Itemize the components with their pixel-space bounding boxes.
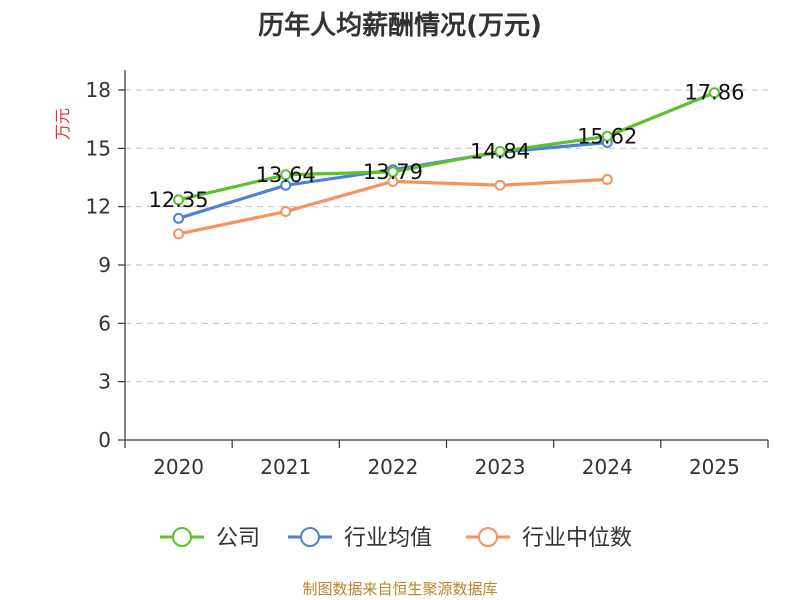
data-label-0-4: 15.62 bbox=[577, 124, 637, 148]
x-tick-label-2024: 2024 bbox=[582, 455, 633, 479]
data-point-0-1 bbox=[280, 169, 292, 181]
legend-label-2: 行业中位数 bbox=[522, 526, 632, 551]
y-tick-label-18: 18 bbox=[86, 78, 111, 102]
series-line-0 bbox=[176, 91, 717, 202]
legend-marker-1 bbox=[300, 527, 320, 547]
data-labels: 12.35 13.64 13.79 14.84 15.62 17.86 bbox=[149, 81, 745, 212]
x-tick-label-2025: 2025 bbox=[689, 455, 740, 479]
y-tick-label-3: 3 bbox=[98, 370, 111, 394]
legend-marker-2 bbox=[478, 527, 498, 547]
data-point-2-1 bbox=[280, 206, 292, 218]
series-2 bbox=[173, 173, 613, 240]
x-tick-label-2020: 2020 bbox=[153, 455, 204, 479]
data-point-0-3 bbox=[494, 145, 506, 157]
source-note: 制图数据来自恒生聚源数据库 bbox=[302, 580, 497, 598]
data-point-2-0 bbox=[173, 228, 185, 240]
axes: 0 3 6 9 12 15 18 2020 2021 2022 2023 2024 2025 bbox=[86, 70, 769, 479]
data-point-0-4 bbox=[601, 130, 613, 142]
x-tick-label-2022: 2022 bbox=[367, 455, 418, 479]
x-tick-label-2021: 2021 bbox=[260, 455, 311, 479]
data-label-0-1: 13.64 bbox=[256, 163, 316, 187]
chart-title: 历年人均薪酬情况(万元) bbox=[258, 10, 542, 41]
y-tick-label-15: 15 bbox=[86, 136, 111, 160]
data-point-1-0 bbox=[173, 212, 185, 224]
legend: 公司 行业均值 行业中位数 bbox=[160, 526, 632, 551]
x-tick-label-2023: 2023 bbox=[475, 455, 526, 479]
data-point-1-1 bbox=[280, 179, 292, 191]
legend-marker-0 bbox=[172, 527, 192, 547]
legend-label-1: 行业均值 bbox=[344, 526, 432, 551]
grid-lines bbox=[125, 89, 768, 383]
legend-item-0[interactable]: 公司 bbox=[160, 526, 260, 551]
series-0 bbox=[173, 87, 720, 206]
y-tick-label-9: 9 bbox=[98, 253, 111, 277]
data-label-0-0: 12.35 bbox=[149, 188, 209, 212]
data-point-0-2 bbox=[387, 166, 399, 178]
legend-item-2[interactable]: 行业中位数 bbox=[466, 526, 632, 551]
data-point-0-0 bbox=[173, 194, 185, 206]
y-axis-title: 万元 bbox=[53, 108, 72, 140]
y-tick-label-6: 6 bbox=[98, 311, 111, 335]
data-label-0-3: 14.84 bbox=[470, 139, 530, 163]
y-tick-label-0: 0 bbox=[98, 428, 111, 452]
series-lines bbox=[173, 87, 720, 240]
y-tick-label-12: 12 bbox=[86, 195, 111, 219]
data-point-2-3 bbox=[494, 179, 506, 191]
legend-label-0: 公司 bbox=[216, 526, 260, 551]
data-label-0-5: 17.86 bbox=[684, 81, 744, 105]
data-point-2-4 bbox=[601, 173, 613, 185]
data-point-0-5 bbox=[708, 87, 720, 99]
data-label-0-2: 13.79 bbox=[363, 160, 423, 184]
legend-item-1[interactable]: 行业均值 bbox=[288, 526, 432, 551]
